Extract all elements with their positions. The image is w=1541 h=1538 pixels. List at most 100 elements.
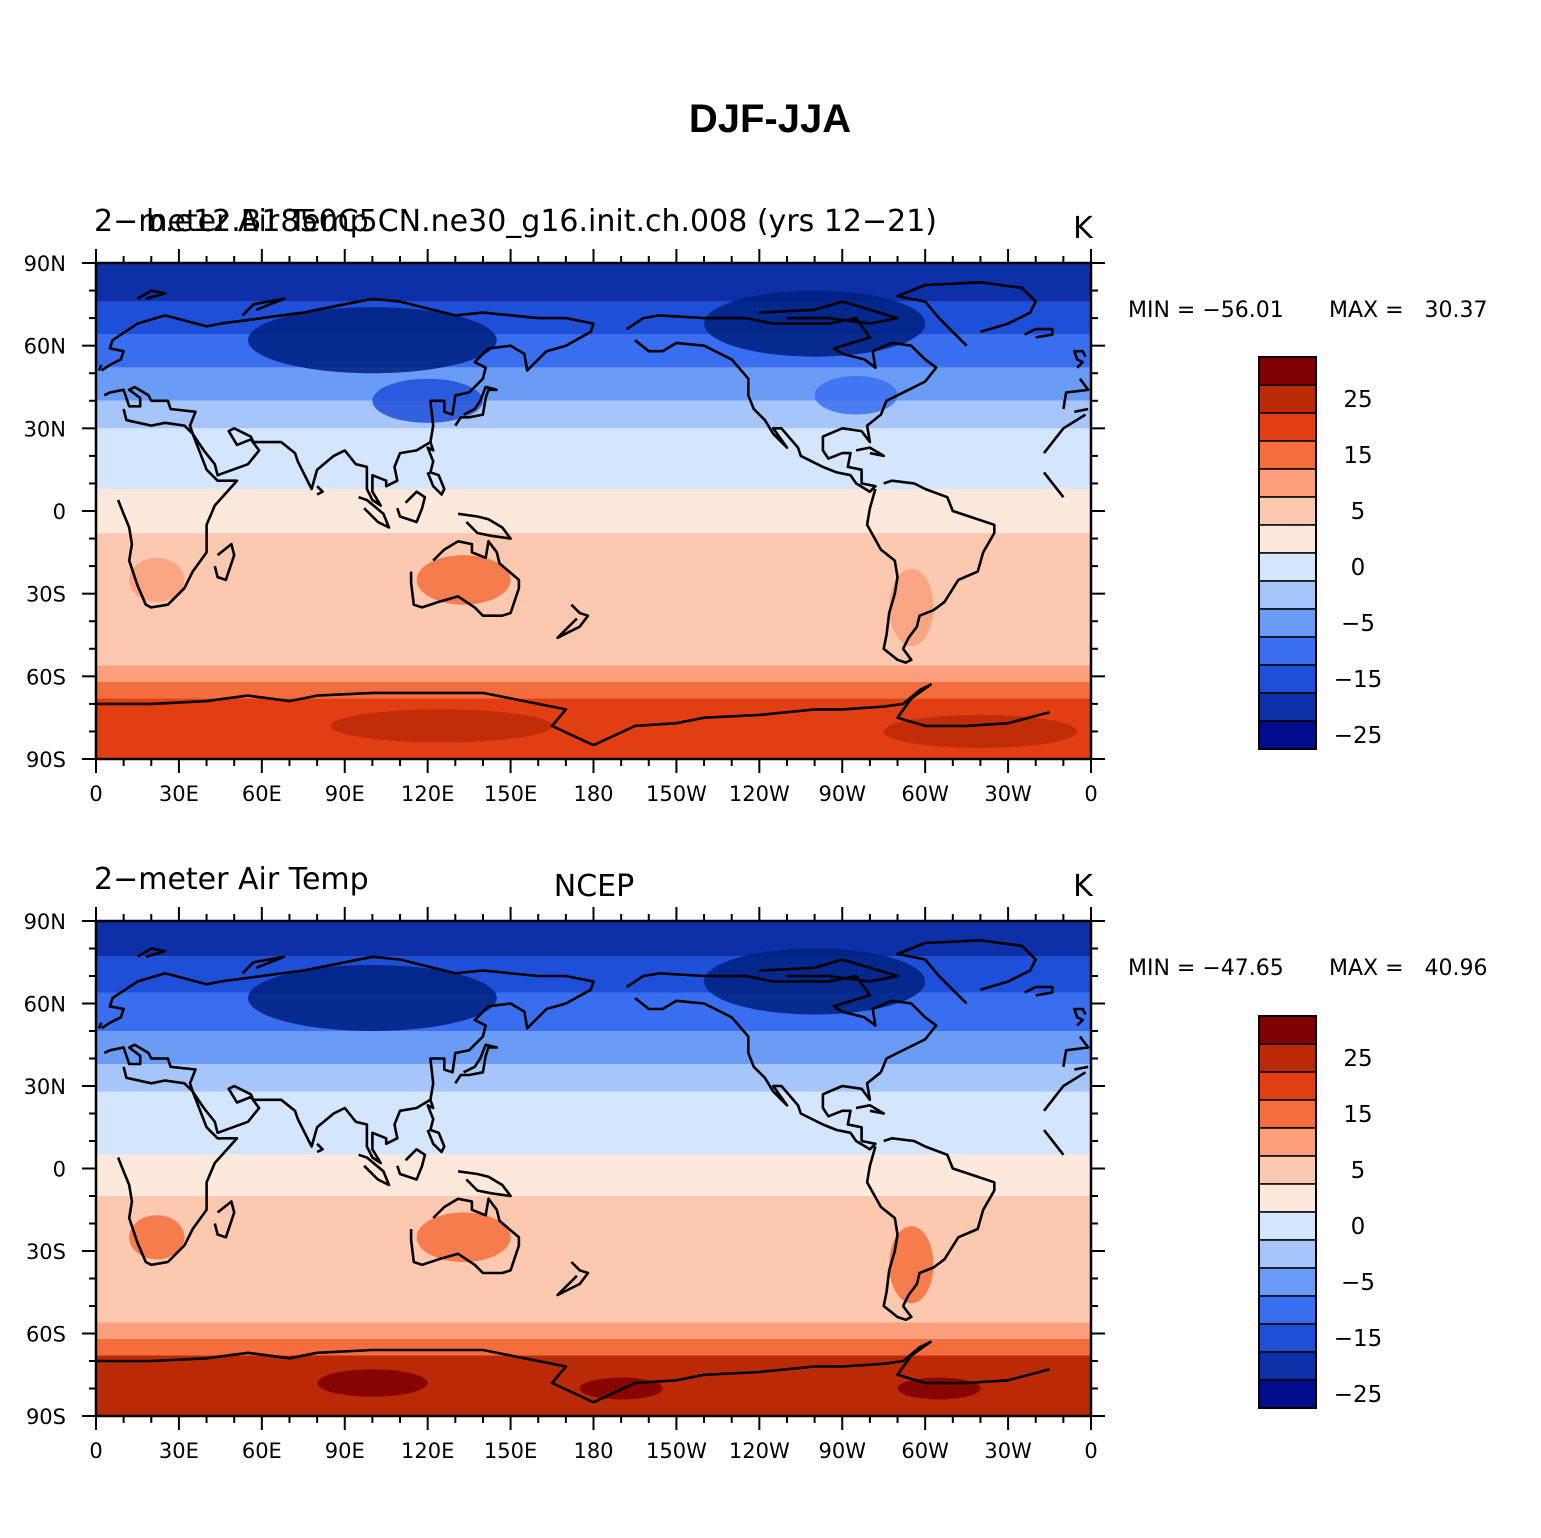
colorbar-swatch: [1258, 636, 1317, 666]
temperature-field: [96, 263, 1091, 759]
colorbar-swatch: [1258, 1183, 1317, 1213]
colorbar-swatch: [1258, 1127, 1317, 1157]
coastline-africa: [116, 1066, 1087, 1267]
temperature-band: [96, 665, 1091, 682]
coastline-greenland: [896, 281, 1037, 347]
coastline-arctic-islands: [759, 958, 899, 983]
lon-tick-label: 30W: [984, 1439, 1032, 1463]
temperature-anomaly: [330, 709, 553, 743]
coastline-new-zealand: [556, 603, 590, 640]
lat-tick-label: 60S: [26, 1323, 66, 1347]
coastline-europe-asia: [100, 955, 1090, 1165]
axis-ticks: 0 30E 60E 90E 120E 150E 180 150W 120W 90W 60W 30W 09…: [24, 249, 1105, 806]
coastline-japan: [454, 1043, 499, 1085]
temperature-band: [96, 301, 1091, 335]
lat-tick-label: 30S: [26, 583, 66, 607]
temperature-band: [96, 367, 1091, 401]
colorbar-swatch: [1258, 524, 1317, 554]
temperature-anomaly: [416, 555, 511, 605]
colorbar-swatch: [1258, 1043, 1317, 1073]
coastline-borneo: [396, 490, 427, 524]
axis-ticks: 0 30E 60E 90E 120E 150E 180 150W 120W 90W 60W 30W 09…: [24, 907, 1105, 1463]
coastline-south-america: [865, 479, 996, 664]
coastline-taiwan-philippines: [426, 1099, 446, 1154]
temperature-anomaly: [248, 307, 497, 374]
lat-tick-label: 90S: [26, 1405, 66, 1429]
colorbar-swatch: [1258, 580, 1317, 610]
lon-tick-label: 0: [89, 782, 102, 806]
coastline-north-america: [625, 314, 938, 493]
temperature-anomaly: [883, 714, 1078, 748]
coastline-cuba: [855, 1104, 885, 1115]
lon-tick-label: 0: [1084, 782, 1097, 806]
temperature-anomaly: [814, 375, 898, 415]
lon-tick-label: 0: [1084, 1439, 1097, 1463]
coastline-antarctica: [96, 683, 1050, 747]
lon-tick-label: 30E: [159, 782, 199, 806]
colorbar-label: −15: [1334, 1326, 1383, 1352]
colorbar: 25 15 5 0 −5 −15 −25: [1258, 356, 1383, 750]
lon-tick-label: 180: [573, 782, 613, 806]
lon-tick-label: 120E: [401, 782, 454, 806]
colorbar-swatch: [1258, 468, 1317, 498]
lat-tick-label: 0: [53, 500, 66, 524]
colorbar-label: 25: [1343, 387, 1372, 413]
lat-tick-label: 60N: [24, 335, 66, 359]
lat-tick-label: 30S: [26, 1240, 66, 1264]
colorbar-swatch: [1258, 1015, 1317, 1045]
coastline-new-guinea: [457, 512, 512, 540]
colorbar-label: −5: [1341, 611, 1375, 637]
coastline-iceland: [1024, 985, 1054, 997]
colorbar-label: −15: [1334, 667, 1383, 693]
colorbar-swatch: [1258, 496, 1317, 526]
lon-tick-label: 90E: [325, 1439, 365, 1463]
panel-units: K: [1073, 869, 1094, 904]
coastline-svalbard: [136, 947, 167, 959]
temperature-band: [96, 263, 1091, 302]
coastline-antarctica: [96, 1340, 1050, 1404]
lat-tick-label: 0: [53, 1158, 66, 1182]
lat-tick-label: 60S: [26, 665, 66, 689]
temperature-band: [96, 400, 1091, 429]
colorbar-label: 15: [1343, 443, 1372, 469]
lat-tick-label: 30N: [24, 417, 66, 441]
colorbar-label: −5: [1341, 1270, 1375, 1296]
colorbar-label: −25: [1334, 1382, 1383, 1408]
lon-tick-label: 30E: [159, 1439, 199, 1463]
temperature-band: [96, 1064, 1091, 1092]
coastline-sumatra: [358, 1153, 391, 1187]
colorbar-label: 0: [1351, 555, 1366, 581]
temperature-field: [96, 921, 1091, 1416]
temperature-anomaly: [889, 568, 934, 647]
coastline-cuba: [855, 446, 885, 458]
temperature-anomaly: [248, 965, 497, 1031]
panel-units: K: [1073, 211, 1094, 246]
panel-left-string: 2−meter Air Temp: [94, 204, 369, 239]
coastlines: [96, 281, 1090, 747]
colorbar: 25 15 5 0 −5 −15 −25: [1258, 1015, 1383, 1409]
coastline-north-america: [625, 972, 938, 1151]
coastlines: [96, 939, 1090, 1404]
temperature-anomaly: [317, 1369, 428, 1397]
temperature-anomaly: [129, 1215, 185, 1260]
coastline-madagascar: [213, 1200, 236, 1239]
colorbar-swatch: [1258, 720, 1317, 750]
lat-tick-label: 90N: [24, 910, 66, 934]
lat-tick-label: 90N: [24, 252, 66, 276]
temperature-band: [96, 956, 1091, 993]
lon-tick-label: 90E: [325, 782, 365, 806]
temperature-anomaly: [897, 1377, 981, 1400]
coastline-australia: [409, 540, 521, 617]
panel-obs: 2−meter Air Temp NCEP K 0 30E 60E 90E 120E 15…: [24, 862, 1488, 1463]
panel-model: 2−meter Air Temp b.e12.B1850C5CN.ne30_g1…: [24, 204, 1488, 806]
coastline-australia: [409, 1197, 521, 1275]
coastline-borneo: [396, 1148, 427, 1181]
panel-case-string: b.e12.B1850C5CN.ne30_g16.init.ch.008 (yr…: [146, 204, 937, 239]
panel-center-string: NCEP: [554, 869, 634, 904]
lon-tick-label: 120W: [729, 782, 790, 806]
coastline-greenland: [896, 939, 1037, 1005]
coastline-sumatra: [358, 495, 391, 529]
lon-tick-label: 120W: [729, 1439, 790, 1463]
colorbar-swatch: [1258, 1211, 1317, 1241]
lon-tick-label: 30W: [984, 782, 1032, 806]
